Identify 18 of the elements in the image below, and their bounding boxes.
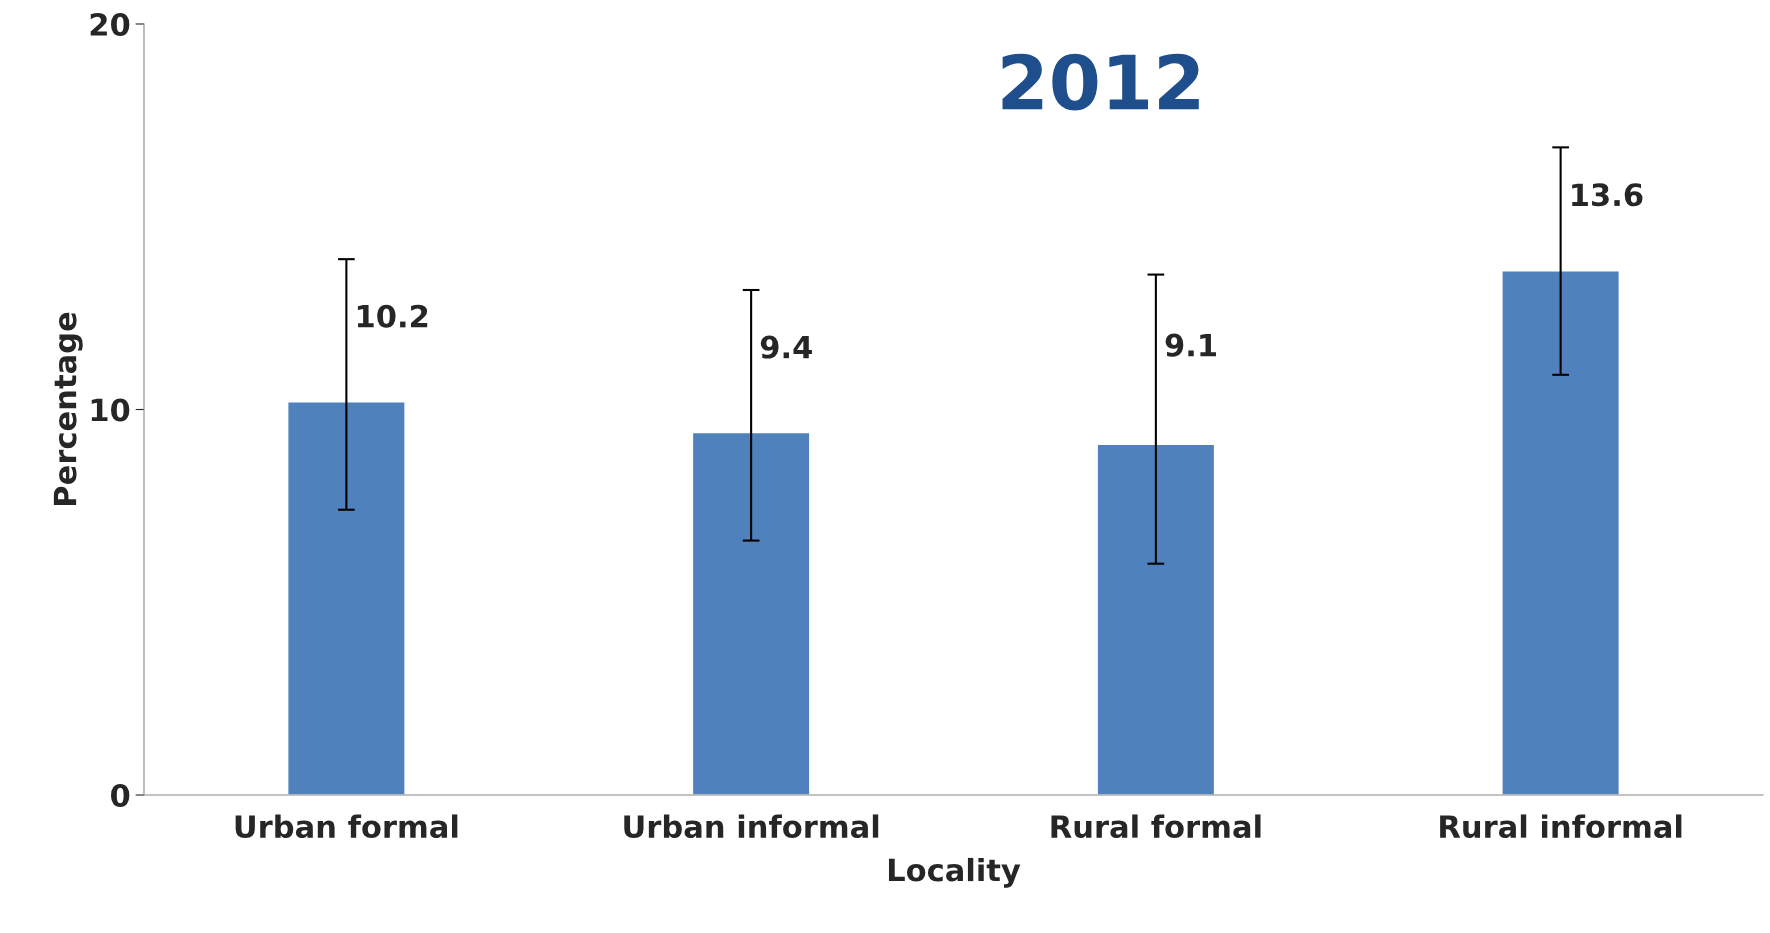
y-tick-label: 0: [111, 783, 130, 808]
chart-title: 2012: [1002, 53, 1199, 111]
x-tick-label: Rural informal: [1440, 814, 1682, 839]
bar: [286, 401, 406, 795]
data-label: 13.6: [1572, 183, 1643, 207]
bar: [1096, 443, 1216, 795]
y-tick-label: 10: [91, 398, 130, 422]
data-label: 10.2: [357, 304, 428, 328]
x-tick-label: Urban informal: [624, 814, 879, 839]
data-label: 9.4: [760, 335, 812, 359]
y-axis-title: Percentage: [53, 312, 83, 505]
data-label: 9.1: [1165, 333, 1216, 357]
bar: [1501, 270, 1621, 795]
x-tick-label: Rural formal: [1051, 814, 1261, 839]
y-tick-label: 20: [90, 12, 130, 37]
x-axis-title: Locality: [888, 857, 1021, 888]
x-tick-label: Urban formal: [235, 814, 458, 839]
bar: [691, 431, 811, 795]
